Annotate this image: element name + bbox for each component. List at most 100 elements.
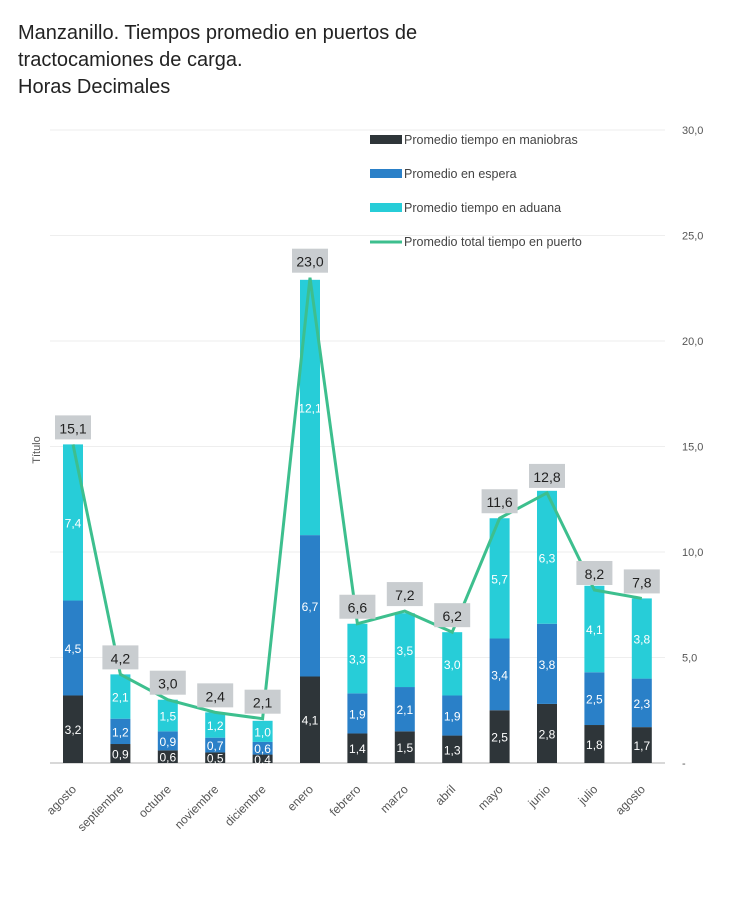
total-data-label: 6,2 (442, 608, 462, 624)
x-tick-label: mayo (475, 782, 506, 813)
x-tick-label: abril (432, 782, 458, 808)
bar-data-label: 4,1 (302, 714, 319, 728)
bar-data-label: 0,7 (207, 739, 224, 753)
total-label-box (386, 582, 423, 607)
bar-data-label: 3,8 (539, 658, 556, 672)
bar-segment (300, 535, 320, 677)
bar-data-label: 4,5 (65, 642, 82, 656)
bar-data-label: 1,7 (633, 739, 650, 753)
bar-segment (394, 731, 415, 763)
bar-segment (110, 674, 131, 719)
total-label-box (197, 683, 234, 708)
bar-segment (110, 744, 131, 763)
bar-data-label: 6,7 (302, 600, 319, 614)
y-tick-label: 30,0 (682, 125, 703, 137)
bar-segment (300, 279, 320, 536)
total-data-label: 2,1 (253, 695, 273, 711)
total-data-label: 23,0 (296, 254, 323, 270)
bar-data-label: 7,4 (65, 516, 82, 530)
legend-label: Promedio total tiempo en puerto (404, 235, 582, 249)
bar-data-label: 0,4 (254, 753, 271, 767)
bar-segment (205, 712, 226, 738)
title-line: Horas Decimales (18, 76, 171, 98)
bar-segment (347, 693, 368, 734)
total-data-label: 12,8 (533, 469, 560, 485)
bar-data-label: 1,5 (396, 741, 413, 755)
x-tick-label: noviembre (172, 782, 222, 832)
legend-swatch (370, 203, 402, 212)
bar-data-label: 1,3 (444, 743, 461, 757)
total-data-label: 3,0 (158, 676, 178, 692)
bar-segment (442, 735, 463, 763)
total-data-label: 15,1 (59, 420, 86, 436)
bar-data-label: 3,0 (444, 658, 461, 672)
total-label-box (244, 689, 281, 714)
x-tick-label: junio (525, 782, 554, 811)
bar-segment (489, 518, 510, 639)
total-data-label: 2,4 (205, 688, 225, 704)
bar-data-label: 12,1 (298, 401, 322, 415)
x-tick-label: marzo (377, 782, 411, 816)
bar-segment (537, 703, 557, 763)
bar-segment (537, 490, 557, 624)
total-label-box (434, 603, 471, 628)
bar-data-label: 2,1 (396, 703, 413, 717)
bar-segment (157, 750, 178, 763)
y-axis-label: Título (31, 436, 43, 464)
bar-data-label: 0,9 (159, 735, 176, 749)
total-data-label: 7,2 (395, 587, 415, 603)
y-tick-label: 20,0 (682, 336, 703, 348)
bar-data-label: 1,0 (254, 725, 271, 739)
bar-data-label: 1,5 (159, 710, 176, 724)
x-tick-label: agosto (613, 782, 649, 818)
total-label-box (481, 489, 518, 514)
legend-label: Promedio en espera (404, 167, 517, 181)
bar-segment (584, 672, 605, 726)
bar-segment (394, 687, 415, 732)
bar-segment (63, 600, 83, 696)
bar-segment (300, 676, 320, 763)
bar-data-label: 1,2 (112, 725, 129, 739)
bar-segment (63, 695, 83, 763)
total-label-box (102, 645, 139, 670)
total-label-box (149, 670, 186, 695)
bar-data-label: 3,5 (396, 644, 413, 658)
bar-segment (205, 737, 226, 753)
bar-segment (347, 733, 368, 763)
x-tick-label: diciembre (222, 782, 269, 829)
bar-data-label: 1,2 (207, 719, 224, 733)
bar-segment (252, 754, 273, 763)
bar-data-label: 0,6 (254, 742, 271, 756)
bar-segment (347, 623, 368, 694)
bar-data-label: 3,3 (349, 653, 366, 667)
total-label-box (576, 560, 613, 585)
x-tick-label: octubre (136, 782, 174, 820)
total-line (71, 277, 643, 721)
bar-segment (584, 725, 605, 763)
bar-data-label: 3,4 (491, 668, 508, 682)
x-tick-label: agosto (44, 782, 80, 818)
x-tick-label: febrero (327, 782, 364, 819)
bar-segment (631, 598, 652, 679)
bar-segment (252, 741, 273, 755)
bar-segment (537, 623, 557, 704)
bar-segment (442, 695, 463, 736)
bar-data-label: 1,4 (349, 742, 366, 756)
bar-segment (394, 613, 415, 688)
bar-segment (157, 699, 178, 732)
total-data-label: 4,2 (111, 650, 131, 666)
bar-data-label: 1,9 (349, 707, 366, 721)
bar-data-label: 0,5 (207, 752, 224, 766)
legend-swatch (370, 169, 402, 178)
x-tick-label: septiembre (75, 782, 127, 834)
total-label-box (292, 248, 328, 273)
y-tick-label: - (682, 758, 686, 770)
total-label-box (623, 569, 660, 594)
bar-data-label: 2,8 (539, 727, 556, 741)
legend-swatch (370, 135, 402, 144)
bar-segment (63, 444, 83, 601)
bar-segment (442, 632, 463, 696)
bar-data-label: 3,8 (633, 633, 650, 647)
y-tick-label: 5,0 (682, 653, 697, 665)
